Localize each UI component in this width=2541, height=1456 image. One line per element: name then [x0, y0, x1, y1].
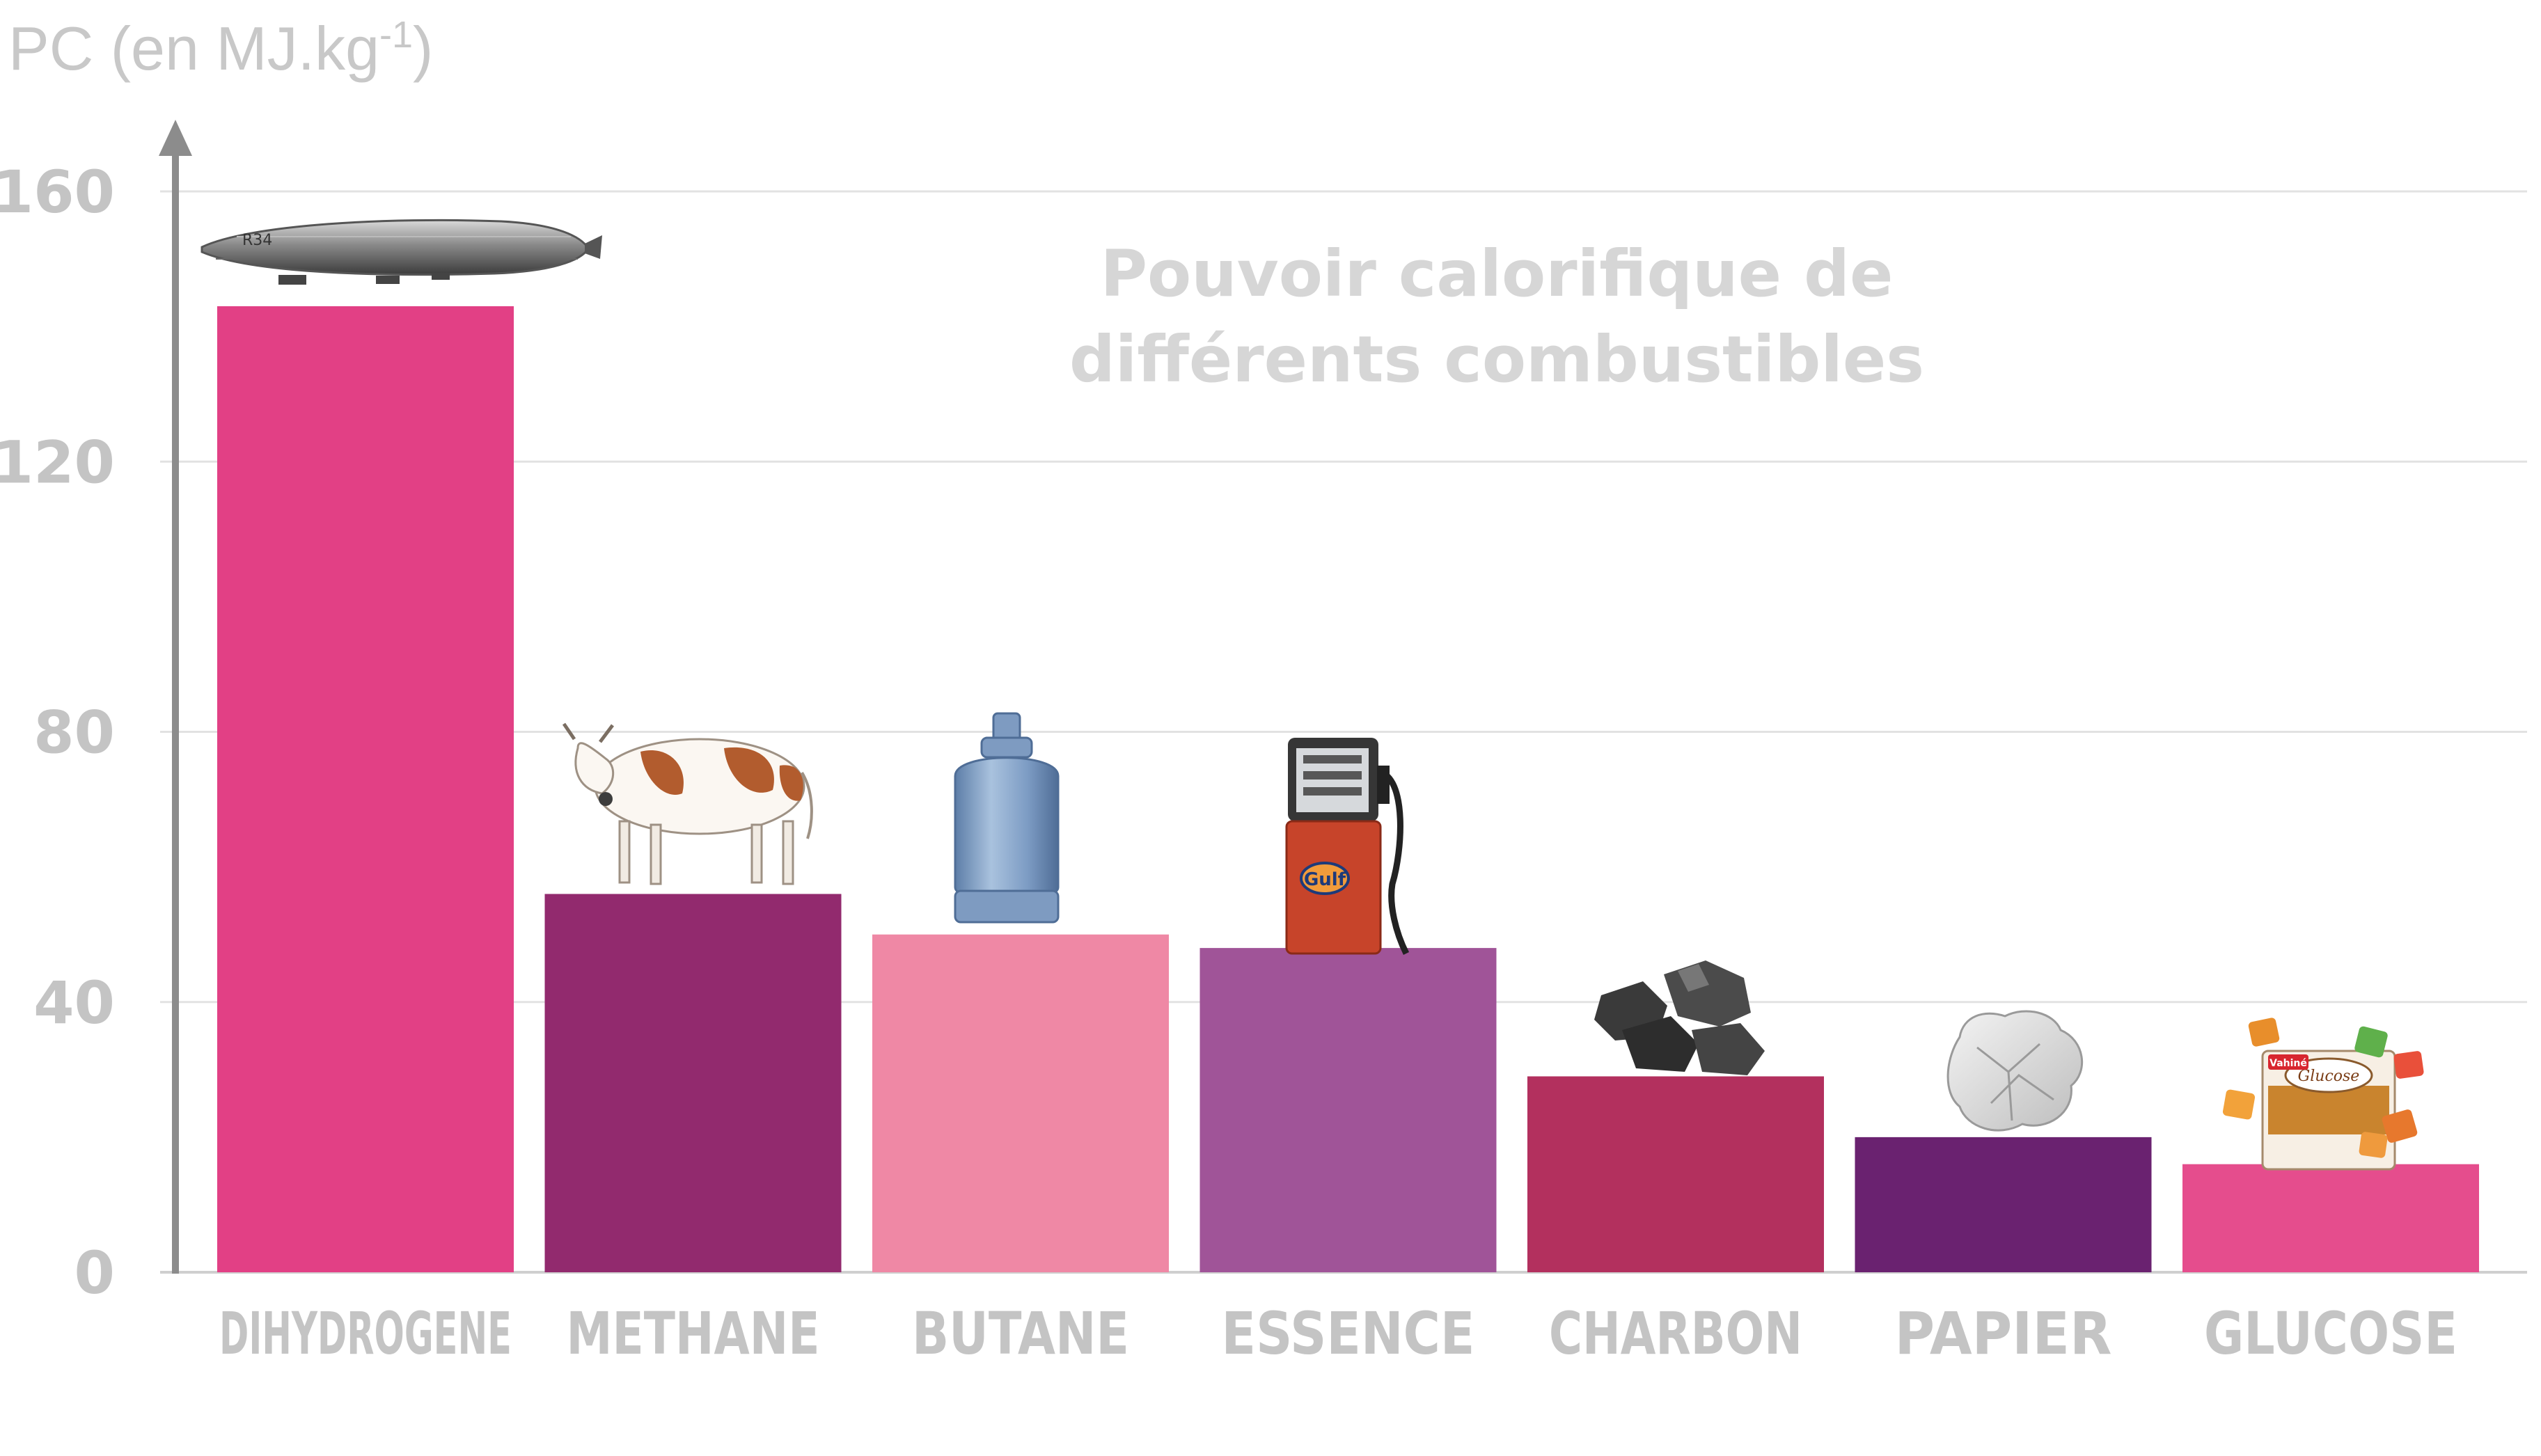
x-tick-label-essence: ESSENCE: [1222, 1299, 1475, 1368]
x-tick-label-methane: METHANE: [567, 1299, 820, 1368]
glucose-box-label: Glucose: [2298, 1068, 2360, 1085]
bar-charbon: [1527, 1076, 1824, 1272]
bar-papier: [1855, 1137, 2152, 1272]
y-tick-label: 80: [33, 699, 115, 767]
bar-glucose: [2182, 1164, 2479, 1272]
bar-methane: [544, 894, 842, 1272]
y-tick-label: 120: [0, 428, 115, 496]
y-tick-label: 40: [33, 969, 115, 1037]
coal-icon: [1594, 960, 1765, 1075]
bar-essence: [1199, 948, 1497, 1272]
x-tick-label-glucose: GLUCOSE: [2204, 1299, 2457, 1368]
airship-label: R34: [242, 232, 272, 249]
y-axis: [159, 120, 192, 1274]
bar-butane: [872, 934, 1169, 1272]
fuel-pump-brand: Gulf: [1304, 869, 1346, 890]
chart-title-line2: différents combustibles: [1069, 322, 1924, 397]
cow-icon: [562, 722, 813, 885]
y-axis-title-end: ): [413, 14, 433, 83]
x-tick-label-dihydrogene: DIHYDROGENE: [219, 1299, 512, 1368]
x-tick-label-papier: PAPIER: [1895, 1299, 2112, 1368]
crumpled-paper-icon: [1946, 1010, 2083, 1132]
y-tick-label: 160: [0, 158, 115, 226]
y-axis-title: PC (en MJ.kg-1): [8, 14, 433, 83]
bar-dihydrogene: [217, 306, 514, 1273]
y-axis-title-sup: -1: [379, 14, 413, 56]
gas-cylinder-icon: [954, 712, 1060, 924]
y-tick-label: 0: [74, 1239, 115, 1307]
x-tick-label-charbon: CHARBON: [1549, 1299, 1802, 1368]
bars: [217, 306, 2479, 1273]
x-tick-label-butane: BUTANE: [912, 1299, 1129, 1368]
chart-title-line1: Pouvoir calorifique de: [1101, 237, 1894, 311]
glucose-brand-label: Vahiné: [2269, 1058, 2307, 1069]
x-tick-labels: DIHYDROGENE METHANE BUTANE ESSENCE CHARBON PA…: [219, 1299, 2457, 1368]
y-tick-labels: 0 40 80 120 160: [0, 158, 115, 1307]
fuel-pump-icon: Gulf: [1285, 738, 1410, 956]
y-axis-title-main: PC (en MJ.kg: [8, 14, 379, 83]
glucose-candy-icon: Glucose Vahiné: [2222, 1018, 2424, 1171]
airship-icon: R34: [200, 219, 602, 285]
